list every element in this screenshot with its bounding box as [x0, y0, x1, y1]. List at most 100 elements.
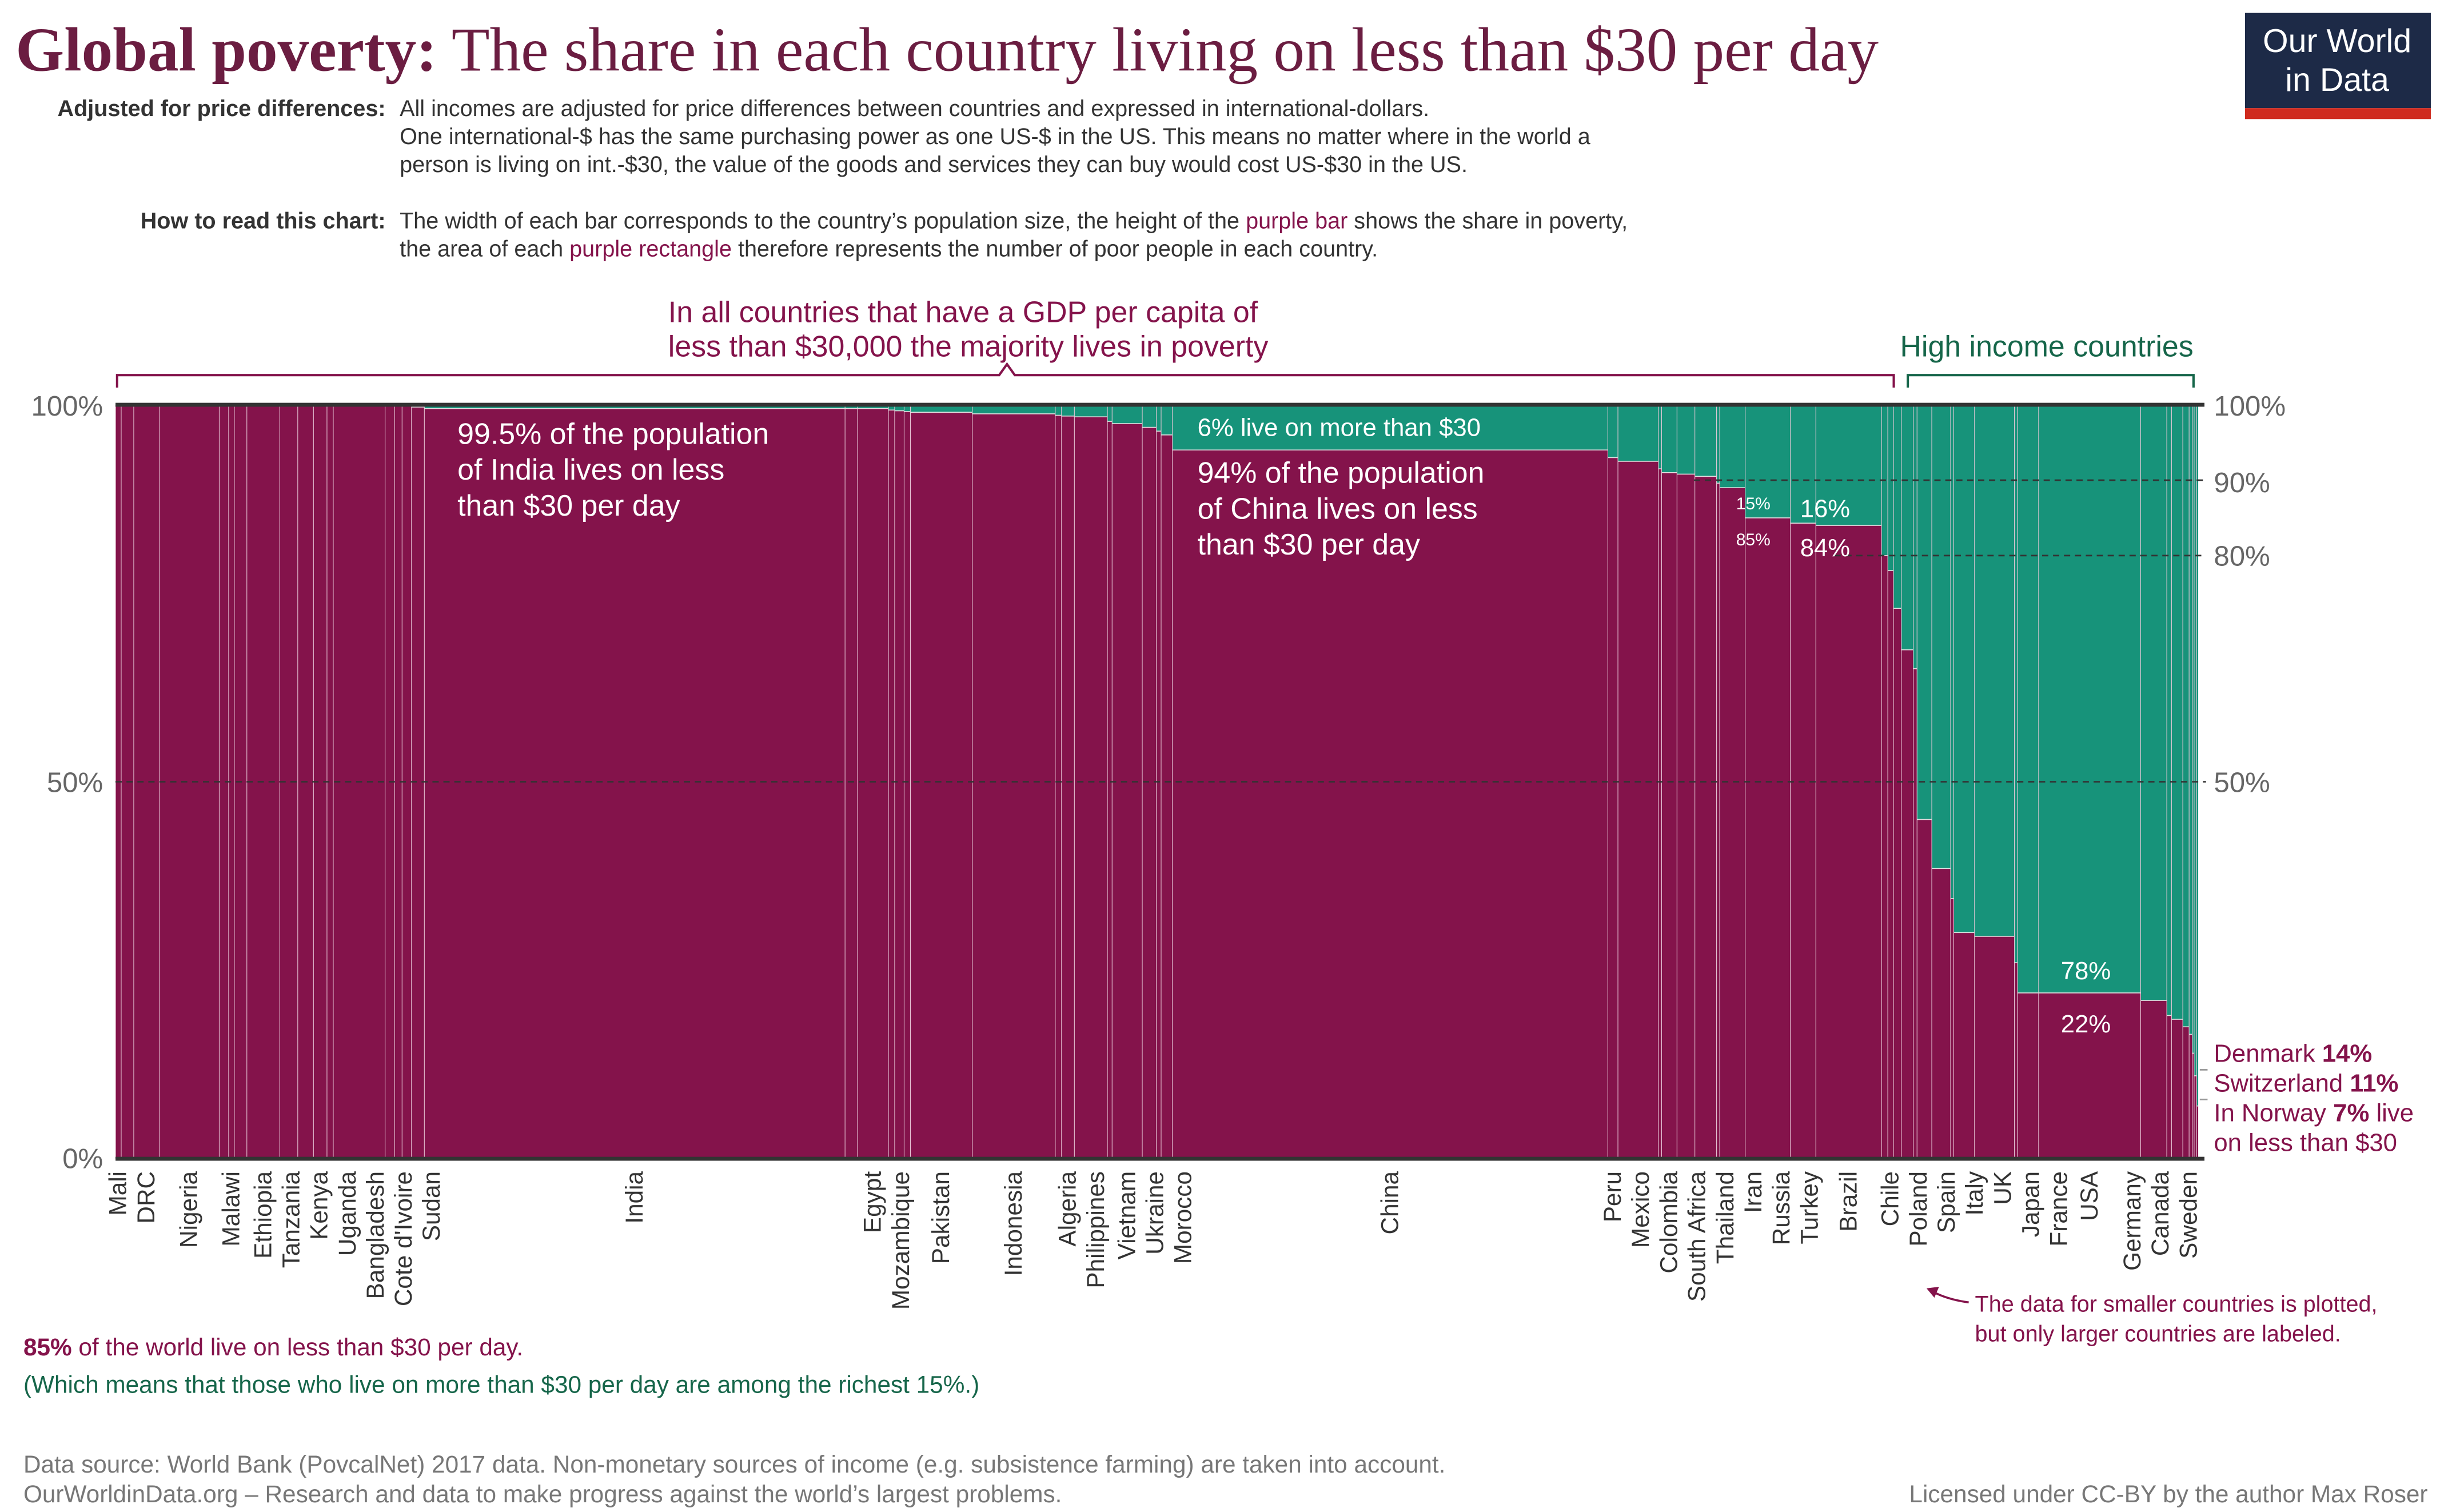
poverty-bar	[402, 406, 412, 1159]
poverty-bar	[1112, 424, 1143, 1159]
poverty-bar	[1745, 517, 1791, 1159]
nonpoor-bar	[972, 405, 1055, 414]
country-label: Indonesia	[1000, 1171, 1027, 1276]
y-tick-right: 100%	[2214, 391, 2286, 422]
country-label: Brazil	[1835, 1171, 1861, 1232]
high-income-bracket	[1907, 374, 2195, 388]
note-line: The width of each bar corresponds to the…	[400, 208, 1628, 233]
poverty-bar	[2167, 1015, 2172, 1159]
nonpoor-bar	[894, 405, 904, 411]
usa-top-label: 78%	[2061, 957, 2111, 985]
country-label: Mali	[105, 1171, 131, 1216]
nonpoor-bar	[1055, 405, 1062, 416]
poverty-bar	[2196, 1106, 2199, 1159]
poverty-bar	[313, 405, 327, 1159]
china-top-annotation: 6% live on more than $30	[1198, 414, 1481, 442]
note-line: the area of each purple rectangle theref…	[400, 237, 1378, 262]
poverty-bar	[1953, 932, 1975, 1159]
poverty-bar	[326, 405, 333, 1159]
country-label: Algeria	[1054, 1171, 1081, 1246]
country-label: Ukraine	[1141, 1171, 1168, 1255]
country-label: Mexico	[1627, 1171, 1654, 1248]
poverty-bar	[904, 411, 911, 1159]
y-tick-right: 50%	[2214, 767, 2270, 798]
footer-source: Data source: World Bank (PovcalNet) 2017…	[23, 1451, 1445, 1478]
poverty-bar	[1888, 571, 1893, 1159]
nonpoor-bar	[1932, 405, 1951, 869]
poverty-bar	[424, 408, 846, 1159]
chart-title: Global poverty: The share in each countr…	[15, 15, 1879, 85]
nonpoor-bar	[2194, 405, 2197, 1076]
nonpoor-bar	[1608, 405, 1618, 458]
nonpoor-bar	[1716, 405, 1720, 484]
small-country-labels: Denmark 14% Switzerland 11% In Norway 7%…	[2199, 1040, 2414, 1156]
denmark-label: Denmark 14%	[2214, 1040, 2372, 1068]
poverty-bar	[1720, 488, 1745, 1159]
logo-text-2: in Data	[2285, 62, 2389, 98]
nonpoor-bar	[1790, 405, 1816, 524]
nonpoor-bar	[2018, 405, 2039, 993]
poverty-bar	[1161, 434, 1173, 1159]
brackets: In all countries that have a GDP per cap…	[115, 295, 2195, 388]
footer-license[interactable]: Licensed under CC-BY by the author Max R…	[1909, 1481, 2427, 1507]
poverty-bar	[1716, 483, 1720, 1159]
nonpoor-bar	[1951, 405, 1954, 899]
poverty-bar	[2192, 1053, 2194, 1159]
bars	[115, 404, 2199, 1159]
india-annotation: than $30 per day	[457, 489, 680, 522]
gridlines	[115, 402, 2206, 1161]
nonpoor-bar	[1816, 405, 1882, 526]
poverty-bar	[1658, 469, 1662, 1159]
poverty-bar	[2171, 1019, 2183, 1159]
nonpoor-bar	[2189, 405, 2192, 1035]
nonpoor-bar	[888, 405, 895, 410]
logo-text-1: Our World	[2263, 23, 2411, 59]
poverty-bar	[845, 408, 858, 1159]
poverty-bar	[1677, 474, 1695, 1159]
country-label: Japan	[2017, 1171, 2044, 1237]
nonpoor-bar	[1913, 405, 1917, 669]
country-label: Cote d'Ivoire	[390, 1171, 417, 1306]
poverty-bar	[1901, 649, 1913, 1159]
india-annotation: of India lives on less	[457, 453, 724, 486]
norway-label-line2: on less than $30	[2214, 1128, 2397, 1156]
poverty-bar	[894, 410, 904, 1159]
poverty-bar	[2194, 1075, 2197, 1159]
poverty-bar	[1608, 457, 1618, 1159]
country-label: India	[621, 1171, 648, 1223]
switzerland-label: Switzerland 11%	[2214, 1070, 2398, 1098]
country-label: Spain	[1933, 1171, 1960, 1233]
y-tick-left: 0%	[62, 1143, 103, 1174]
nonpoor-bar	[904, 405, 911, 412]
country-label: Sudan	[418, 1171, 445, 1241]
country-label: Vietnam	[1113, 1171, 1140, 1259]
nonpoor-bar	[1172, 405, 1608, 450]
nonpoor-bar	[1974, 405, 2015, 936]
country-label: Philippines	[1082, 1171, 1109, 1288]
y-tick-right: 80%	[2214, 541, 2270, 572]
poverty-bar	[1932, 868, 1951, 1159]
world-summary: 85% of the world live on less than $30 p…	[23, 1334, 979, 1398]
poverty-bar	[159, 405, 220, 1159]
country-label: France	[2046, 1171, 2072, 1247]
poverty-bar	[2189, 1034, 2192, 1159]
poverty-bar	[1074, 417, 1108, 1159]
nonpoor-bar	[2167, 405, 2172, 1016]
poverty-bar	[1913, 668, 1917, 1159]
china-annotation: than $30 per day	[1198, 528, 1420, 561]
nonpoor-bar	[1112, 405, 1143, 424]
country-label: Colombia	[1656, 1171, 1682, 1273]
nonpoor-bar	[1677, 405, 1695, 474]
note-label-adjusted: Adjusted for price differences:	[58, 96, 386, 121]
country-label: Italy	[1961, 1171, 1988, 1215]
footer-tagline[interactable]: OurWorldinData.org – Research and data t…	[23, 1481, 1062, 1507]
owid-logo[interactable]: Our World in Data	[2244, 13, 2431, 119]
country-label: Morocco	[1170, 1171, 1197, 1264]
footer: Data source: World Bank (PovcalNet) 2017…	[23, 1451, 2428, 1507]
nonpoor-bar	[1142, 405, 1157, 428]
country-label: Russia	[1768, 1171, 1795, 1245]
chart-annotations: 99.5% of the population of India lives o…	[457, 414, 2111, 1038]
note-line: person is living on int.-$30, the value …	[400, 152, 1468, 177]
country-label: Canada	[2147, 1171, 2174, 1256]
